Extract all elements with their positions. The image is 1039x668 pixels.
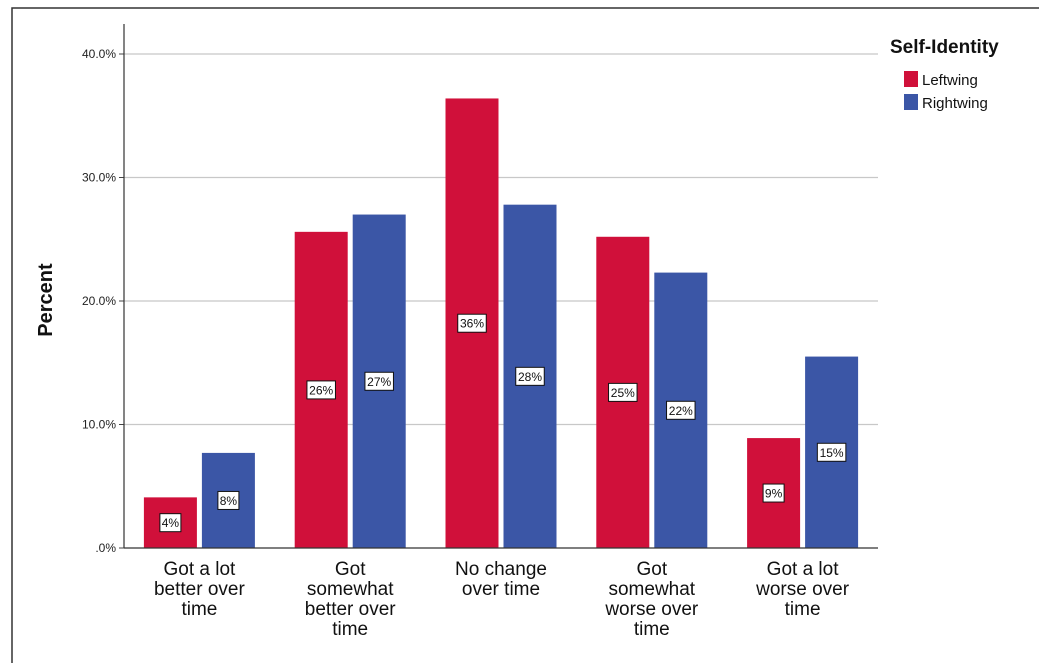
data-label-box [217,490,240,510]
data-label-box [457,313,487,333]
data-label: 4% [162,516,180,530]
x-tick-label: Got a lot worse over time [755,559,850,620]
legend-label-rightwing: Rightwing [922,95,988,112]
y-tick-label: 20.0% [82,294,116,308]
data-label: 25% [611,386,635,400]
data-label-box [816,442,847,462]
data-label: 9% [765,487,783,501]
data-label-box [159,513,182,533]
data-label: 22% [669,404,693,418]
y-tick-label: 30.0% [82,171,116,185]
legend: Self-Identity Leftwing Rightwing [890,37,999,112]
data-label-box [608,382,638,402]
data-label-box [762,483,785,503]
gridlines [124,53,878,426]
data-label: 28% [518,370,542,384]
x-tick-label: Got a lot better over time [154,559,245,620]
data-label: 15% [820,446,844,460]
x-tick-label: Got somewhat better over time [305,559,396,640]
data-label-box [306,380,336,400]
y-tick-label: .0% [95,541,116,555]
axes: .0% 10.0% 20.0% 30.0% 40.0% Got a lot better o… [82,24,878,640]
data-label: 27% [367,375,391,389]
data-label-box [666,400,696,420]
legend-title: Self-Identity [890,37,999,58]
legend-label-leftwing: Leftwing [922,72,978,89]
legend-swatch-leftwing [904,71,918,87]
x-tick-label: No change over time [455,559,547,600]
data-labels: 4% 8% 26% 27% 36% 28% 25% 22% 9% 15% [159,313,847,533]
data-label: 8% [220,494,238,508]
data-label-box [515,366,545,386]
y-tick-label: 40.0% [82,47,116,61]
data-label: 36% [460,317,484,331]
chart-border [11,7,1039,668]
y-axis-title: Percent [35,263,57,337]
data-label: 26% [309,383,333,397]
bars [143,98,859,549]
data-label-box [364,371,394,391]
y-tick-label: 10.0% [82,418,116,432]
x-tick-label: Got somewhat worse over time [604,559,699,640]
legend-swatch-rightwing [904,94,918,110]
